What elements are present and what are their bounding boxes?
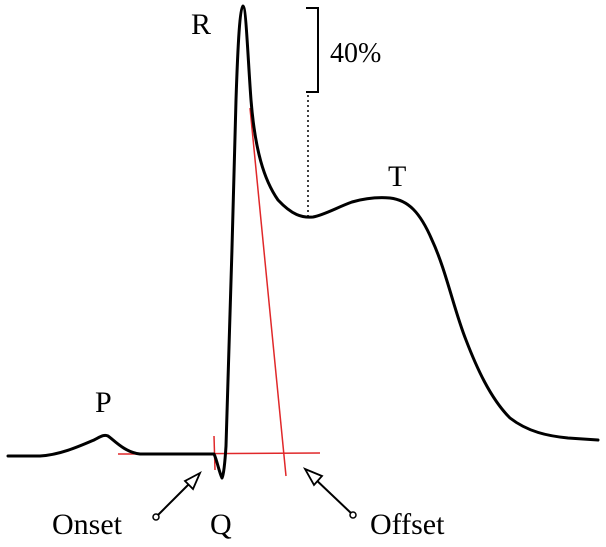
- scale-label: 40%: [330, 38, 381, 69]
- onset-label: Onset: [52, 508, 123, 541]
- ecg-waveform: [6, 4, 600, 480]
- p-wave-label: P: [95, 386, 112, 419]
- q-wave-label: Q: [210, 508, 232, 541]
- r-wave-label: R: [191, 8, 211, 41]
- offset-arrow: [302, 467, 357, 519]
- onset-arrow: [152, 470, 202, 521]
- offset-label: Offset: [370, 508, 445, 541]
- r-slope-tangent-line: [249, 107, 287, 477]
- scale-bar: [306, 7, 319, 93]
- t-wave-label: T: [388, 160, 406, 193]
